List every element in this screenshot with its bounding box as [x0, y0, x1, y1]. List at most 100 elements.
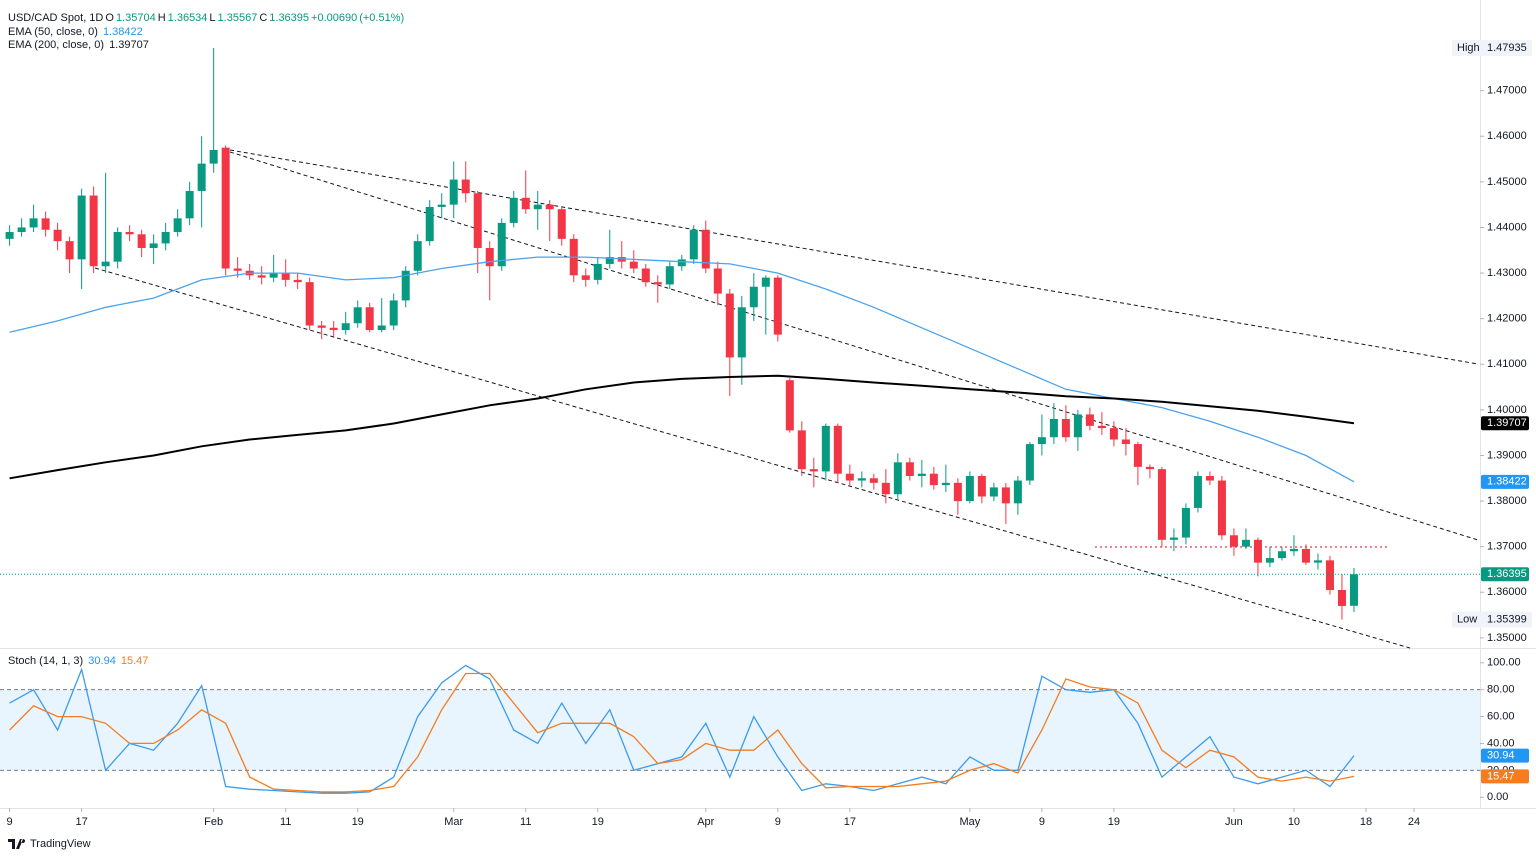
candle-body: [1073, 414, 1082, 438]
y-tick-label: 1.35000: [1487, 632, 1527, 644]
level-band: [0, 689, 1480, 771]
x-tick-label: Apr: [697, 816, 714, 828]
low-value: 1.35399: [1487, 614, 1527, 626]
low-label: Low: [1457, 614, 1477, 626]
candle-body: [185, 190, 194, 219]
x-tick-label: May: [959, 816, 980, 828]
line: [9, 672, 1355, 793]
candle-body: [161, 232, 170, 244]
candle-body: [65, 241, 74, 260]
stoch-d-tag: 15.47: [1487, 770, 1515, 782]
candle-body: [353, 307, 362, 324]
candle-body: [1289, 548, 1298, 552]
y-tick-label: 100.00: [1487, 657, 1521, 669]
candle-body: [1217, 480, 1226, 536]
candle-body: [485, 247, 494, 267]
stoch-k-tag: 30.94: [1487, 750, 1515, 762]
y-tick-label: 1.38000: [1487, 495, 1527, 507]
line: [9, 256, 1355, 483]
low-box: [1452, 611, 1532, 628]
candle-body: [821, 425, 830, 472]
x-tick-label: 19: [1108, 816, 1120, 828]
candle-body: [869, 478, 878, 483]
candle-body: [641, 268, 650, 283]
candle-body: [461, 179, 470, 194]
ema200-tag-box: [1481, 416, 1529, 431]
candle-body: [737, 307, 746, 358]
candle-body: [101, 261, 110, 267]
candle-body: [473, 193, 482, 248]
candle-body: [509, 197, 518, 223]
candle-body: [521, 197, 530, 210]
y-tick-label: 1.41000: [1487, 358, 1527, 370]
candle-body: [1205, 475, 1214, 481]
candle-body: [581, 275, 590, 280]
candle-body: [1025, 444, 1034, 481]
x-tick-label: 11: [280, 816, 291, 828]
y-tick-label: 1.47000: [1487, 85, 1527, 97]
candle-body: [305, 282, 314, 326]
candle-body: [893, 462, 902, 495]
candle-body: [497, 222, 506, 267]
candle-body: [881, 482, 890, 495]
legend-value: 1.38422: [102, 25, 143, 38]
candle-body: [713, 268, 722, 294]
candle-body: [41, 218, 50, 230]
legend-name: EMA (50, close, 0): [8, 25, 98, 38]
candle-body: [173, 218, 182, 233]
high-box: [1452, 40, 1532, 57]
candle-body: [809, 469, 818, 472]
stoch-title: Stoch (14, 1, 3): [8, 655, 84, 667]
legend-value: 15.47: [120, 655, 149, 667]
candle-body: [1097, 425, 1106, 429]
candle-body: [1241, 539, 1250, 547]
high-value: 1.47935: [1487, 42, 1527, 54]
candle-body: [1229, 535, 1238, 547]
candle-body: [197, 163, 206, 191]
last-price-tag: 1.36395: [1487, 568, 1527, 580]
candle-body: [1277, 551, 1286, 559]
branding: TradingView: [8, 838, 91, 850]
candle-body: [689, 229, 698, 260]
candle-body: [1037, 437, 1046, 445]
candle-body: [17, 227, 26, 233]
candle-body: [137, 234, 146, 248]
x-tick-label: 19: [352, 816, 364, 828]
y-tick-label: 1.43000: [1487, 267, 1527, 279]
candle-body: [533, 204, 542, 210]
candle-body: [1181, 507, 1190, 538]
candle-body: [425, 206, 434, 242]
change: +0.00690: [311, 12, 358, 24]
candle-body: [1313, 560, 1322, 563]
candle-body: [629, 261, 638, 269]
candle-body: [1109, 428, 1118, 440]
ohlc-key: O: [105, 12, 114, 24]
trend-line: [229, 151, 1479, 541]
candle-body: [653, 282, 662, 285]
y-tick-label: 1.46000: [1487, 130, 1527, 142]
candle-body: [845, 473, 854, 481]
candle-body: [725, 293, 734, 358]
ohlc-value: 1.35704: [115, 12, 156, 24]
trend-line: [229, 149, 1479, 365]
candle-body: [269, 273, 278, 278]
x-tick-label: Jun: [1225, 816, 1243, 828]
candle-body: [929, 473, 938, 486]
candle-body: [977, 475, 986, 497]
x-tick-label: Mar: [444, 816, 463, 828]
candle-body: [389, 300, 398, 326]
candle-body: [449, 179, 458, 205]
candle-body: [605, 257, 614, 264]
x-tick-label: 9: [775, 816, 781, 828]
y-tick-label: 60.00: [1487, 710, 1515, 722]
symbol-title: USD/CAD Spot, 1D: [8, 12, 104, 24]
candle-body: [113, 232, 122, 262]
x-tick-label: 18: [1360, 816, 1372, 828]
candle-body: [89, 195, 98, 267]
ohlc-key: L: [209, 12, 216, 24]
ohlc-value: 1.36395: [269, 12, 310, 24]
stoch-legend: Stoch (14, 1, 3) 30.94 15.47: [8, 655, 150, 669]
candle-body: [1013, 480, 1022, 504]
candle-body: [341, 323, 350, 331]
